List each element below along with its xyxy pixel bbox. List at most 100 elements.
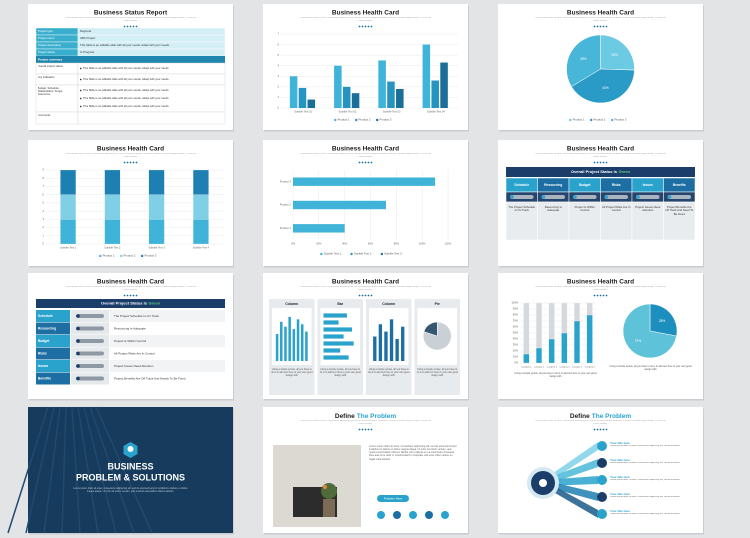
value-cell <box>77 27 226 36</box>
y-tick-label: 9 <box>43 168 45 172</box>
panel-caption: Using a simple syntax, all you have to d… <box>416 368 458 377</box>
bar-segment <box>561 332 568 364</box>
title-highlight: The Problem <box>357 413 397 420</box>
status-label-cell <box>36 347 70 360</box>
status-text-box: The Project Schedule Is On Track <box>508 206 535 212</box>
x-tick-label: 100% <box>419 242 426 246</box>
slide-title: Business Health Card <box>567 279 634 286</box>
body-text-box: Lorem ipsum dolor sit amet, consectetur … <box>369 445 457 461</box>
bar <box>288 316 291 361</box>
bar-segment <box>60 194 76 220</box>
summary-label-box: Overall project status <box>38 65 63 68</box>
x-tick-label: Category 3 <box>547 366 558 369</box>
bar-segment <box>104 169 121 195</box>
status-text: The Project Schedule Is On Track <box>114 314 159 318</box>
slide-title: Business Status Report <box>94 10 168 17</box>
bar-segment <box>60 219 76 245</box>
bar <box>298 87 307 108</box>
label-text: Project name <box>38 36 55 40</box>
toggle <box>510 195 534 199</box>
decor-ray <box>7 406 49 534</box>
summary-point: This Slide is an editable slide with all… <box>83 77 169 81</box>
bar <box>293 200 386 210</box>
item-icon <box>597 441 607 451</box>
title-dot <box>132 161 135 164</box>
pie-slice <box>566 34 601 87</box>
y-tick-label: 0 <box>43 242 45 246</box>
title-dot <box>132 25 135 28</box>
toggle <box>573 195 597 199</box>
legend-swatch <box>120 254 123 258</box>
button <box>377 495 409 502</box>
label-text: Project type <box>38 29 53 33</box>
pie-slice <box>649 303 678 337</box>
toggle <box>636 195 660 199</box>
bar <box>289 76 298 108</box>
legend-swatch <box>380 252 384 256</box>
status-label: Risks <box>612 183 621 187</box>
slide-subtitle: Lorem ipsum dolor sit amet, consectetur … <box>300 420 431 425</box>
item-title: Your title here <box>610 509 630 513</box>
slide-background <box>263 4 468 130</box>
title-dot <box>599 294 602 297</box>
title-dot <box>364 25 367 28</box>
legend-label: Product 3 <box>144 254 156 258</box>
item-text: Lorem ipsum dolor sit amet, consectetur … <box>610 513 680 515</box>
legend-label: Product 2 <box>124 254 136 258</box>
toggle <box>76 376 104 381</box>
x-tick-label: Category 5 <box>572 366 583 369</box>
title-dot <box>596 161 599 164</box>
title-dot <box>367 161 370 164</box>
y-tick-label: 5 <box>43 201 45 205</box>
bar <box>342 86 351 108</box>
value-cell <box>77 84 226 113</box>
pie-slice <box>423 321 438 337</box>
item-title: Your title here <box>610 492 630 496</box>
status-label-cell <box>36 372 70 385</box>
title-dot <box>599 161 602 164</box>
y-tick-label: 100% <box>511 301 518 305</box>
panel-caption-box: Using a simple syntax, all you have to d… <box>416 368 458 377</box>
bar <box>384 331 388 361</box>
bar <box>422 44 431 108</box>
title-part: Define <box>335 413 355 420</box>
banner-text: Overall Project Status Is Green <box>101 301 161 306</box>
legend-label: Product 1 <box>573 118 585 122</box>
item-text: Lorem ipsum dolor sit amet, consectetur … <box>610 445 680 447</box>
slide-subtitle-box: Lorem ipsum dolor sit amet, consectetur … <box>535 153 665 158</box>
slide-title: Business Health Card <box>332 279 399 286</box>
item-icon <box>597 509 607 519</box>
slice-label: 28% <box>659 319 666 323</box>
y-tick-label: 4 <box>278 63 280 67</box>
toggle-knob <box>76 339 80 343</box>
bar <box>373 336 377 361</box>
panel-caption: Using a simple syntax, all you have to d… <box>368 368 410 377</box>
summary-point: This Slide is an editable slide with all… <box>83 66 169 70</box>
title-dot <box>361 25 364 28</box>
status-label-cell <box>36 360 70 372</box>
status-text: Project Is Within Control <box>114 339 147 343</box>
button-label: Problem Here <box>384 496 403 500</box>
bar <box>284 326 287 361</box>
bullet <box>80 105 82 108</box>
x-tick-label: Category 6 <box>585 366 596 369</box>
x-tick-label: 80% <box>394 242 400 246</box>
text-cell <box>110 322 225 335</box>
status-label: Risks <box>38 351 47 355</box>
toggle-knob <box>541 195 546 199</box>
bar <box>387 81 395 108</box>
summary-label: Key indicators <box>37 75 55 79</box>
title-dot <box>126 25 129 28</box>
x-tick-label: Category 2 <box>534 366 545 369</box>
status-label: Issues <box>38 364 48 368</box>
bar <box>378 60 386 108</box>
bar <box>440 62 448 108</box>
decor-ray <box>43 406 61 534</box>
